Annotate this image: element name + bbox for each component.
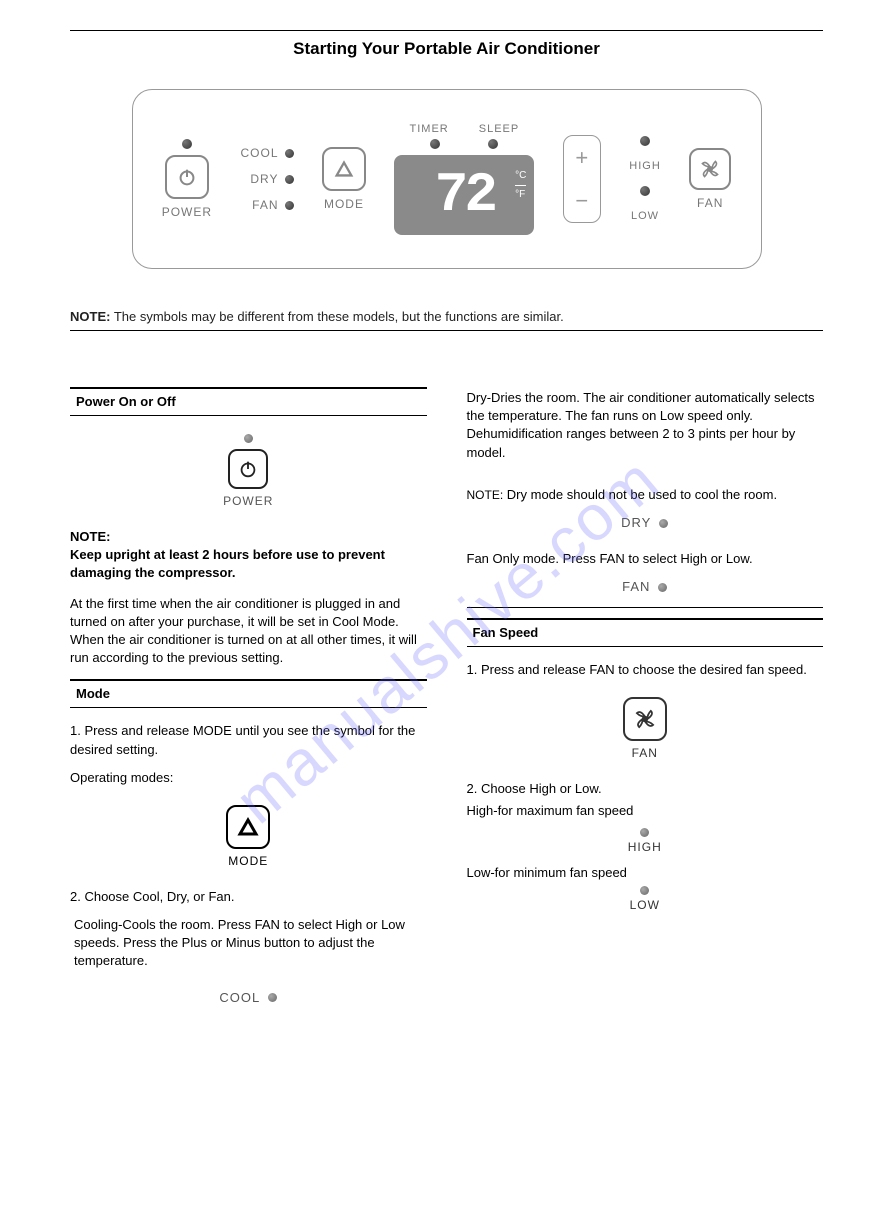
top-rule	[70, 30, 823, 31]
cool-led-icon-2	[268, 993, 277, 1002]
mode-button-icon	[322, 147, 366, 191]
low-label: LOW	[631, 210, 659, 222]
mode-group: MODE	[322, 147, 366, 211]
note-text-3: Dry mode should not be used to cool the …	[507, 487, 777, 502]
right-column: Dry-Dries the room. The air conditioner …	[467, 381, 824, 1015]
low-text: Low-for minimum fan speed	[467, 864, 824, 882]
note1-text: The symbols may be different from these …	[110, 309, 563, 324]
power-button-icon	[165, 155, 209, 199]
sleep-label: SLEEP	[479, 123, 519, 135]
fanspeed-step2: 2. Choose High or Low.	[467, 780, 824, 798]
low-label-2: LOW	[630, 897, 660, 914]
fanonly-para: Fan Only mode. Press FAN to select High …	[467, 550, 824, 568]
heading-power: Power On or Off	[70, 387, 427, 416]
left-column: Power On or Off POWER NOTE: Keep upright…	[70, 381, 427, 1015]
fanspeed-led-group: HIGH LOW	[629, 136, 661, 222]
mode-led-group: COOL DRY FAN	[241, 146, 294, 212]
high-label-2: HIGH	[628, 839, 662, 856]
first-time-para: At the first time when the air condition…	[70, 595, 427, 668]
page-title: Starting Your Portable Air Conditioner	[70, 39, 823, 59]
fanmode-label: FAN	[252, 198, 278, 212]
temp-display: 72 °C °F	[394, 155, 534, 235]
power-led-icon-2	[244, 434, 253, 443]
low-led-icon	[640, 186, 650, 196]
dry-led-icon	[285, 175, 294, 184]
dry-led-icon-2	[659, 519, 668, 528]
fan-label-2: FAN	[622, 578, 650, 596]
timer-led-icon	[430, 139, 440, 149]
mode-button-icon-2	[226, 805, 270, 849]
power-group: POWER	[162, 139, 212, 219]
power-led-icon	[182, 139, 192, 149]
note1-label: NOTE:	[70, 309, 110, 324]
display-group: TIMER SLEEP 72 °C °F	[394, 123, 534, 235]
note-label-3: NOTE:	[467, 488, 504, 502]
mode-label-2: MODE	[228, 853, 268, 870]
fan-label-3: FAN	[632, 745, 658, 762]
low-led-icon-2	[640, 886, 649, 895]
unit-f: °F	[515, 186, 526, 204]
power-button-icon-2	[228, 449, 268, 489]
dry-label: DRY	[250, 172, 278, 186]
minus-icon: −	[575, 188, 588, 214]
fan-group: FAN	[689, 148, 731, 210]
mode-step1: 1. Press and release MODE until you see …	[70, 722, 427, 758]
cool-label: COOL	[241, 146, 279, 160]
fan-label: FAN	[697, 196, 723, 210]
note-section-1: NOTE: The symbols may be different from …	[70, 309, 823, 331]
thin-rule	[467, 607, 824, 608]
note-label-2: NOTE:	[70, 529, 110, 544]
note-bold-text: Keep upright at least 2 hours before use…	[70, 547, 385, 580]
fan-led-icon-2	[658, 583, 667, 592]
heading-mode: Mode	[70, 679, 427, 708]
op-modes-label: Operating modes:	[70, 769, 427, 787]
high-led-icon	[640, 136, 650, 146]
dry-para: Dry-Dries the room. The air conditioner …	[467, 389, 824, 462]
mode-label: MODE	[324, 197, 364, 211]
fan-button-icon-2	[623, 697, 667, 741]
plus-icon: +	[575, 145, 588, 171]
cool-led-icon	[285, 149, 294, 158]
plus-minus-button: + −	[563, 135, 601, 223]
cool-label-2: COOL	[219, 989, 260, 1007]
fan-button-icon	[689, 148, 731, 190]
dry-label-2: DRY	[621, 514, 651, 532]
power-label: POWER	[162, 205, 212, 219]
mode-step2: 2. Choose Cool, Dry, or Fan.	[70, 888, 427, 906]
heading-fanspeed: Fan Speed	[467, 618, 824, 647]
control-panel-diagram: POWER COOL DRY FAN MODE TIMER SLEEP	[70, 89, 823, 269]
timer-label: TIMER	[410, 123, 449, 135]
temp-value: 72	[435, 163, 494, 227]
power-label-2: POWER	[223, 493, 273, 510]
cooling-para: Cooling-Cools the room. Press FAN to sel…	[74, 916, 427, 971]
high-label: HIGH	[629, 160, 661, 172]
high-text: High-for maximum fan speed	[467, 802, 824, 820]
sleep-led-icon	[488, 139, 498, 149]
unit-c: °C	[515, 167, 526, 186]
fanspeed-step1: 1. Press and release FAN to choose the d…	[467, 661, 824, 679]
fan-led-icon	[285, 201, 294, 210]
high-led-icon-2	[640, 828, 649, 837]
